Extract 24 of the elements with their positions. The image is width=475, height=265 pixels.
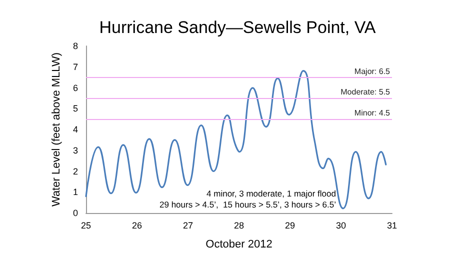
y-tick-label: 6 (72, 82, 78, 93)
x-tick-label: 28 (234, 220, 244, 230)
x-axis-title: October 2012 (206, 238, 272, 250)
x-tick-label: 30 (336, 220, 346, 230)
x-tick-label: 27 (182, 220, 194, 230)
ref-line-label: Minor: 4.5 (354, 108, 391, 118)
y-tick-label: 4 (72, 124, 78, 134)
x-tick-label: 31 (386, 220, 398, 230)
y-tick-label: 3 (72, 145, 78, 156)
x-tick-label: 26 (132, 220, 142, 230)
annotation: 29 hours > 4.5’, 15 hours > 5.5’, 3 hours > 6.5’ (160, 200, 336, 210)
y-tick-label: 7 (72, 62, 78, 72)
y-tick-label: 2 (72, 166, 78, 176)
y-tick-label: 1 (72, 187, 78, 198)
x-tick-label: 29 (284, 220, 296, 230)
y-tick-label: 8 (72, 41, 78, 51)
x-tick-label: 25 (80, 220, 92, 230)
chart-title: Hurricane Sandy—Sewells Point, VA (99, 18, 376, 37)
y-tick-label: 5 (72, 104, 78, 114)
ref-line-label: Moderate: 5.5 (340, 88, 391, 97)
y-axis-title: Water Level (feet above MLLW) (50, 52, 63, 207)
ref-line-label: Major: 6.5 (354, 66, 391, 76)
annotation: 4 minor, 3 moderate, 1 major flood (206, 188, 336, 198)
y-tick-label: 0 (72, 208, 78, 218)
